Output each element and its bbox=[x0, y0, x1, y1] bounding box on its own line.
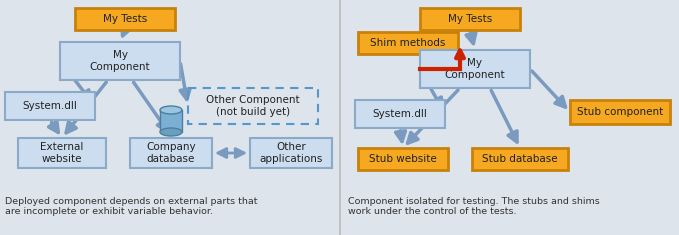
FancyBboxPatch shape bbox=[250, 138, 332, 168]
FancyBboxPatch shape bbox=[355, 100, 445, 128]
FancyBboxPatch shape bbox=[60, 42, 180, 80]
FancyBboxPatch shape bbox=[570, 100, 670, 124]
FancyBboxPatch shape bbox=[420, 8, 520, 30]
Ellipse shape bbox=[160, 128, 182, 136]
Text: Stub component: Stub component bbox=[577, 107, 663, 117]
Text: Stub database: Stub database bbox=[482, 154, 558, 164]
Text: My Tests: My Tests bbox=[448, 14, 492, 24]
Text: System.dll: System.dll bbox=[373, 109, 428, 119]
Text: Component isolated for testing. The stubs and shims
work under the control of th: Component isolated for testing. The stub… bbox=[348, 197, 600, 216]
Text: Shim methods: Shim methods bbox=[370, 38, 445, 48]
Text: Stub website: Stub website bbox=[369, 154, 437, 164]
FancyBboxPatch shape bbox=[18, 138, 106, 168]
FancyBboxPatch shape bbox=[358, 32, 458, 54]
Text: Other
applications: Other applications bbox=[259, 142, 323, 164]
FancyBboxPatch shape bbox=[130, 138, 212, 168]
Text: Deployed component depends on external parts that
are incomplete or exhibit vari: Deployed component depends on external p… bbox=[5, 197, 257, 216]
FancyBboxPatch shape bbox=[160, 110, 182, 132]
Text: External
website: External website bbox=[40, 142, 84, 164]
Text: Company
database: Company database bbox=[146, 142, 196, 164]
FancyBboxPatch shape bbox=[5, 92, 95, 120]
Text: My
Component: My Component bbox=[90, 50, 150, 72]
Text: Other Component
(not build yet): Other Component (not build yet) bbox=[206, 95, 300, 117]
FancyBboxPatch shape bbox=[75, 8, 175, 30]
Text: My Tests: My Tests bbox=[103, 14, 147, 24]
FancyBboxPatch shape bbox=[472, 148, 568, 170]
FancyBboxPatch shape bbox=[358, 148, 448, 170]
FancyBboxPatch shape bbox=[420, 50, 530, 88]
Text: System.dll: System.dll bbox=[22, 101, 77, 111]
Ellipse shape bbox=[160, 106, 182, 114]
Text: My
Component: My Component bbox=[445, 58, 505, 80]
